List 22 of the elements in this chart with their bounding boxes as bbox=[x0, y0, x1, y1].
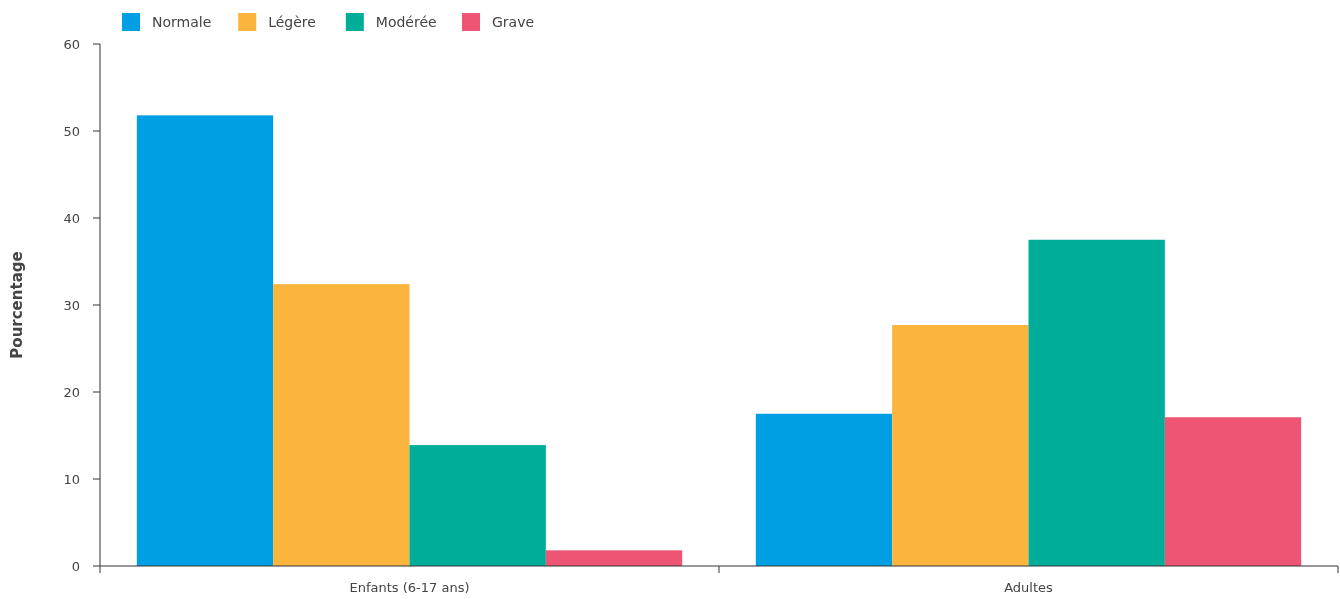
legend-label: Normale bbox=[152, 13, 212, 30]
bar bbox=[136, 115, 274, 566]
y-tick-label: 30 bbox=[63, 297, 80, 313]
legend-label: Modérée bbox=[375, 13, 437, 30]
x-tick-label: Enfants (6-17 ans) bbox=[349, 580, 470, 595]
bar bbox=[892, 325, 1029, 566]
y-tick-label: 20 bbox=[63, 384, 80, 400]
legend-label: Légère bbox=[268, 13, 316, 30]
y-tick-label: 40 bbox=[63, 210, 80, 226]
bar bbox=[755, 413, 893, 566]
y-tick-label: 0 bbox=[71, 558, 80, 574]
bar bbox=[1028, 239, 1165, 566]
y-tick-label: 50 bbox=[63, 123, 80, 139]
bar bbox=[273, 284, 410, 566]
bar bbox=[409, 445, 546, 566]
y-tick-label: 60 bbox=[63, 36, 80, 52]
bar bbox=[545, 550, 683, 566]
y-tick-label: 10 bbox=[63, 471, 80, 487]
y-axis-title: Pourcentage bbox=[8, 251, 26, 359]
x-tick-label: Adultes bbox=[1004, 580, 1054, 595]
legend-label: Grave bbox=[492, 13, 535, 30]
bar bbox=[1164, 417, 1302, 566]
